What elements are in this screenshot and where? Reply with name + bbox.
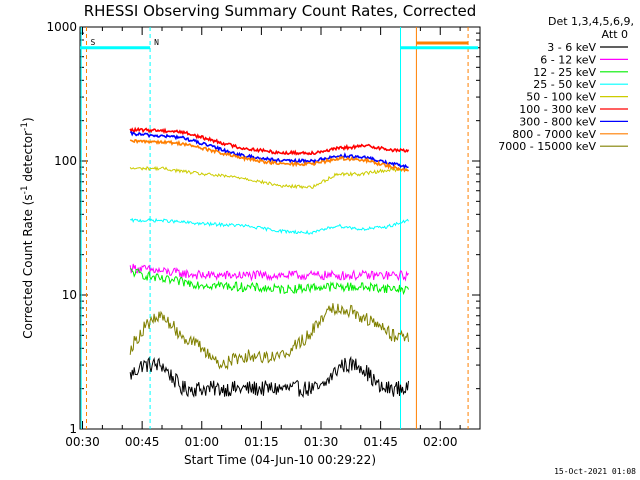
plot-frame: [79, 26, 481, 430]
y-axis-label-sup: -1: [20, 122, 30, 131]
series-line: [130, 268, 409, 296]
legend-label: 6 - 12 keV: [540, 53, 596, 66]
flag-annotation: S: [90, 38, 95, 47]
x-tick-label: 01:45: [363, 435, 398, 449]
y-axis-label-part: ): [21, 117, 35, 122]
series-line: [129, 355, 409, 399]
x-axis-label: Start Time (04-Jun-10 00:29:22): [184, 453, 376, 467]
x-tick-label: 01:00: [184, 435, 219, 449]
chart-title: RHESSI Observing Summary Count Rates, Co…: [84, 2, 477, 20]
y-axis-label-part: Corrected Count Rate (s: [21, 194, 35, 338]
x-tick-label: 01:15: [244, 435, 279, 449]
footer-date: 15-Oct-2021 01:08: [554, 467, 636, 476]
series-line: [129, 126, 410, 156]
legend-label: 12 - 25 keV: [533, 66, 596, 79]
legend-header-line2: Att 0: [602, 28, 628, 41]
y-axis-label: Corrected Count Rate (s-1 detector-1): [20, 117, 35, 338]
legend-label: 50 - 100 keV: [526, 91, 596, 104]
x-axis: 00:30 00:45 01:00 01:15 01:30 01:45 02:00: [65, 27, 461, 449]
y-tick-label: 10: [62, 288, 77, 302]
y-axis-label-sup: -1: [20, 185, 30, 194]
legend-label: 7000 - 15000 keV: [498, 140, 596, 153]
x-tick-label: 01:30: [304, 435, 339, 449]
legend-label: 25 - 50 keV: [533, 78, 596, 91]
series-line: [129, 263, 409, 282]
legend-label: 300 - 800 keV: [519, 115, 596, 128]
series-line: [129, 217, 409, 235]
legend-label: 100 - 300 keV: [519, 103, 596, 116]
y-axis-label-part: detector: [21, 131, 35, 186]
legend-label: 3 - 6 keV: [547, 41, 596, 54]
x-tick-label: 00:30: [65, 435, 100, 449]
x-tick-label: 00:45: [125, 435, 160, 449]
x-tick-label: 02:00: [423, 435, 458, 449]
y-axis: 1 10 100 1000: [46, 20, 480, 436]
legend-header-line1: Det 1,3,4,5,6,9,: [548, 15, 634, 28]
series-line: [129, 166, 409, 190]
series-line: [129, 138, 410, 173]
flag-annotation: N: [154, 38, 159, 47]
legend-label: 800 - 7000 keV: [512, 128, 596, 141]
series-line: [129, 303, 409, 371]
series-layer: [129, 126, 410, 399]
y-tick-label: 100: [54, 154, 77, 168]
series-line: [130, 131, 409, 170]
y-tick-label: 1: [69, 422, 77, 436]
y-tick-label: 1000: [46, 20, 77, 34]
